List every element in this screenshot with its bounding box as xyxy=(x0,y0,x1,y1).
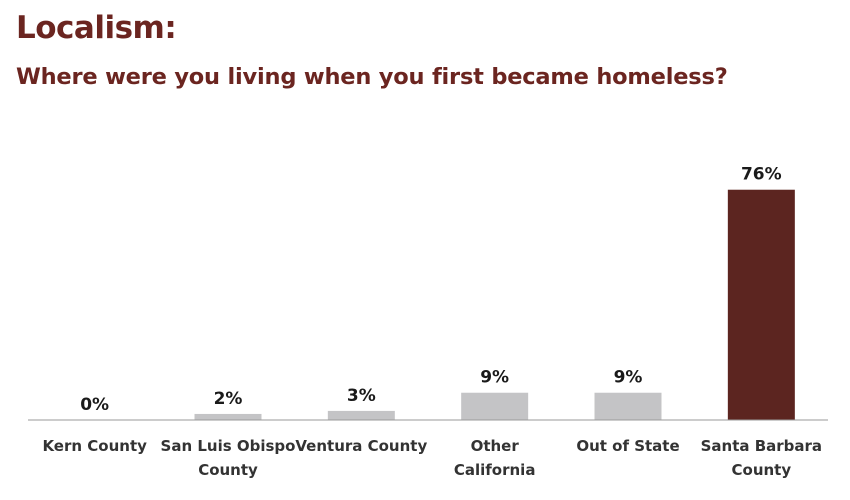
category-label: Other xyxy=(471,437,520,455)
bar xyxy=(327,410,395,420)
bar-value-label: 2% xyxy=(214,389,243,409)
bar-value-label: 3% xyxy=(347,386,376,406)
bar-value-label: 9% xyxy=(480,368,509,388)
category-label: California xyxy=(454,461,536,479)
category-label: Out of State xyxy=(576,437,679,455)
bar xyxy=(594,392,662,420)
labels-group: 0% Kern County 2% San Luis Obispo County 3% Ve… xyxy=(42,165,822,479)
category-label: County xyxy=(198,461,258,479)
bar xyxy=(727,189,795,420)
bar-value-label: 0% xyxy=(80,395,109,415)
bar xyxy=(194,413,262,420)
bar xyxy=(461,392,529,420)
category-label: Ventura County xyxy=(295,437,427,455)
bar-value-label: 76% xyxy=(741,165,782,185)
category-label: County xyxy=(732,461,792,479)
category-label: Kern County xyxy=(42,437,147,455)
chart-title: Localism: xyxy=(16,10,177,46)
category-label: San Luis Obispo xyxy=(161,437,296,455)
bar-value-label: 9% xyxy=(614,368,643,388)
bars-group xyxy=(194,189,795,420)
chart-subtitle: Where were you living when you first bec… xyxy=(16,64,728,90)
category-label: Santa Barbara xyxy=(701,437,822,455)
